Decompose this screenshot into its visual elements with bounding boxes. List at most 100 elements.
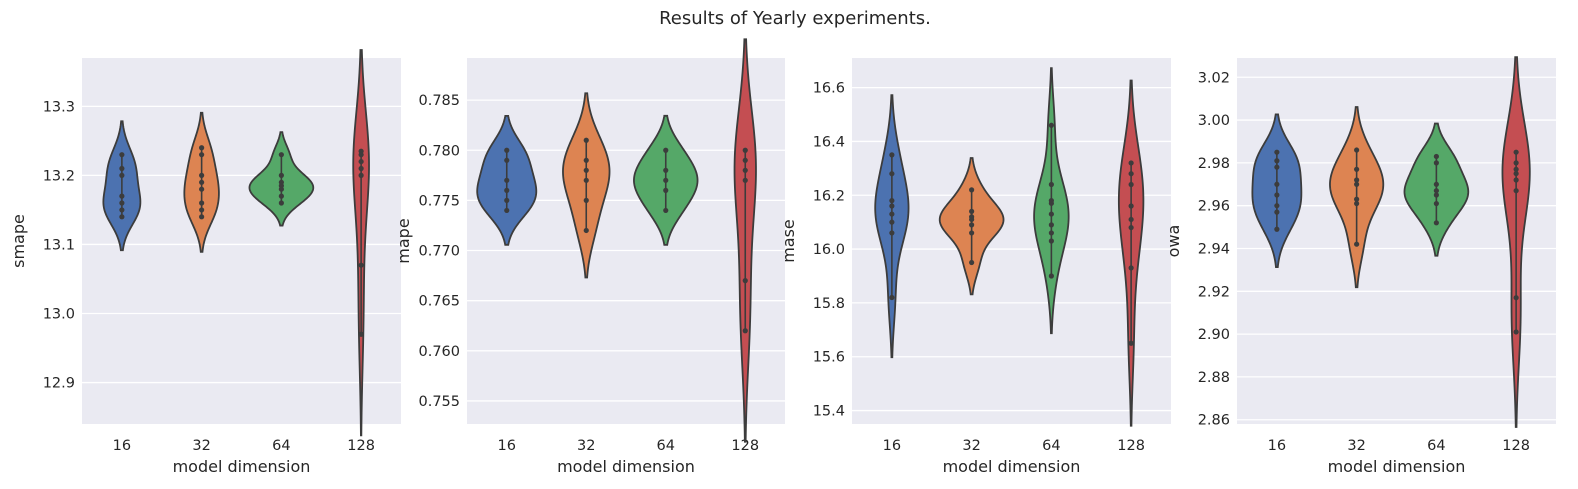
data-point: [199, 179, 205, 185]
data-point: [1354, 166, 1360, 172]
data-point: [1048, 122, 1054, 128]
y-tick-label: 12.9: [43, 376, 75, 392]
data-point: [1354, 147, 1360, 153]
data-point: [1048, 211, 1054, 217]
data-point: [1513, 170, 1519, 177]
data-point: [583, 167, 589, 173]
x-axis-label: model dimension: [943, 457, 1081, 476]
data-point: [969, 208, 975, 214]
y-tick-label: 2.94: [1198, 241, 1230, 257]
y-tick-label: 15.6: [813, 350, 845, 366]
x-tick-label: 64: [1427, 438, 1445, 454]
data-point: [1513, 160, 1519, 166]
data-point: [1433, 200, 1439, 207]
data-point: [583, 177, 589, 183]
data-point: [504, 187, 510, 193]
x-tick-label: 16: [113, 438, 131, 454]
y-tick-label: 0.770: [418, 244, 460, 260]
data-point: [969, 230, 975, 236]
data-point: [1274, 164, 1280, 170]
data-point: [278, 172, 284, 178]
data-point: [1128, 340, 1134, 346]
data-point: [663, 187, 669, 193]
data-point: [969, 214, 975, 220]
data-point: [1513, 149, 1519, 155]
data-point: [119, 207, 125, 213]
data-point: [889, 152, 895, 158]
x-tick-label: 16: [498, 438, 516, 454]
data-point: [278, 179, 284, 185]
x-tick-label: 32: [1347, 438, 1365, 454]
data-point: [742, 167, 748, 173]
data-point: [119, 214, 125, 220]
data-point: [889, 230, 895, 236]
data-point: [1128, 216, 1134, 223]
data-point: [119, 172, 125, 178]
data-point: [1274, 226, 1280, 232]
data-point: [1048, 273, 1054, 279]
plot-area: [82, 58, 401, 424]
data-point: [1354, 181, 1360, 187]
data-point: [358, 262, 364, 268]
data-point: [663, 147, 669, 153]
x-axis-label: model dimension: [1328, 457, 1466, 476]
data-point: [278, 193, 284, 199]
data-point: [663, 177, 669, 183]
data-point: [1274, 149, 1280, 155]
y-tick-label: 0.765: [418, 294, 460, 310]
data-point: [358, 172, 364, 178]
data-point: [1048, 230, 1054, 236]
data-point: [1433, 160, 1439, 166]
data-point: [969, 187, 975, 193]
data-point: [199, 145, 205, 151]
x-tick-label: 128: [1117, 438, 1145, 454]
y-tick-label: 16.0: [813, 242, 845, 258]
y-axis-label: smape: [9, 214, 28, 268]
data-point: [889, 198, 895, 204]
x-tick-label: 32: [577, 438, 595, 454]
data-point: [969, 259, 975, 266]
data-point: [504, 197, 510, 203]
panel-mase: 15.4 15.6 15.8 16.0 16.2 16.4 16.6 16 32 64 128 mod…: [779, 58, 1171, 476]
data-point: [1354, 200, 1360, 207]
data-point: [1048, 198, 1054, 204]
plot-area: [1237, 58, 1556, 424]
panel-mape: 0.755 0.760 0.765 0.770 0.775 0.780 0.785 16 32 6…: [394, 38, 785, 476]
y-tick-label: 15.4: [813, 404, 845, 420]
x-tick-label: 128: [1502, 438, 1530, 454]
data-point: [663, 167, 669, 173]
data-point: [969, 222, 975, 228]
data-point: [1513, 188, 1519, 194]
data-point: [1433, 181, 1439, 187]
panels: 12.9 13.0 13.1 13.2 13.3 16 32 64 128 model dimen…: [9, 38, 1556, 476]
y-tick-label: 16.4: [813, 134, 845, 150]
x-tick-label: 16: [883, 438, 901, 454]
data-point: [278, 200, 284, 206]
y-tick-label: 16.2: [813, 188, 845, 204]
x-tick-label: 32: [962, 438, 980, 454]
data-point: [119, 165, 125, 172]
data-point: [742, 278, 748, 284]
panel-smape: 12.9 13.0 13.1 13.2 13.3 16 32 64 128 model dimen…: [9, 49, 401, 476]
data-point: [199, 200, 205, 206]
data-point: [1433, 220, 1439, 226]
y-tick-label: 15.8: [813, 296, 845, 312]
data-point: [1433, 188, 1439, 194]
data-point: [358, 158, 364, 165]
data-point: [199, 172, 205, 178]
data-point: [504, 147, 510, 153]
data-point: [199, 152, 205, 158]
data-point: [663, 207, 669, 214]
x-axis-label: model dimension: [173, 457, 311, 476]
data-point: [583, 197, 589, 203]
data-point: [1048, 222, 1054, 228]
data-point: [1128, 203, 1134, 209]
x-tick-label: 64: [1042, 438, 1060, 454]
x-axis-label: model dimension: [557, 457, 695, 476]
data-point: [1128, 224, 1134, 231]
y-tick-label: 3.00: [1198, 113, 1230, 129]
y-tick-label: 0.760: [418, 344, 460, 360]
data-point: [1433, 192, 1439, 198]
data-point: [1513, 166, 1519, 172]
